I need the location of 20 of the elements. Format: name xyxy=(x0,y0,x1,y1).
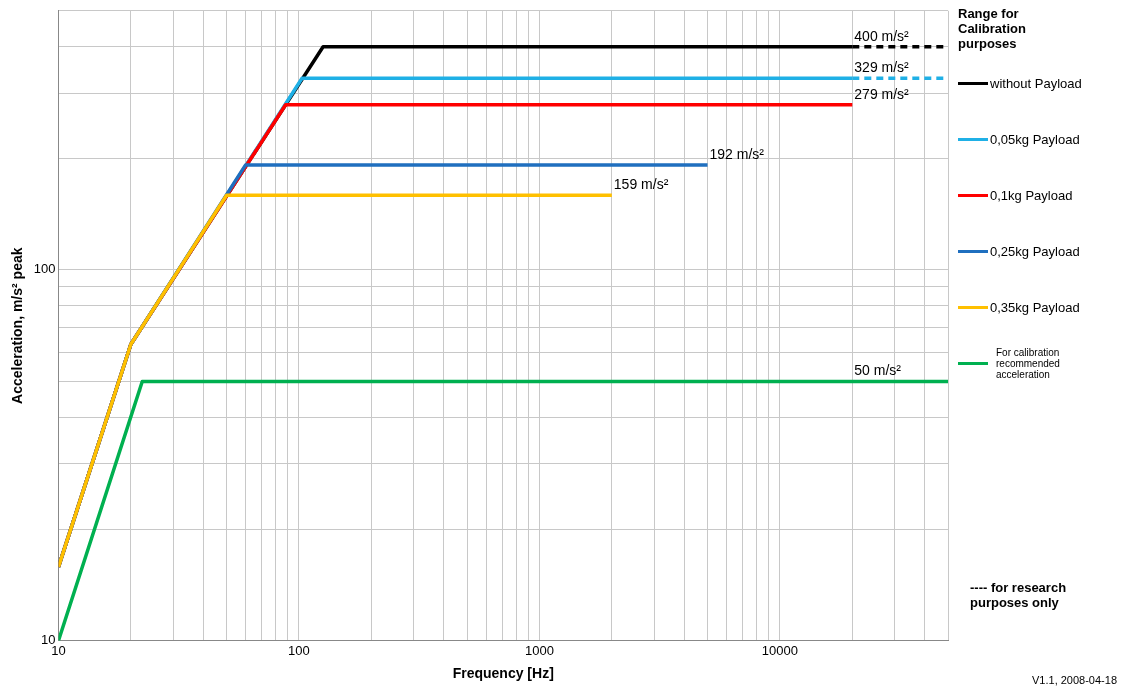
text: ---- for research purposes only xyxy=(970,580,1068,610)
x-tick-label: 100 xyxy=(288,642,310,658)
annotation: 400 m/s² xyxy=(854,27,910,44)
legend-title: Range for Calibration purposes xyxy=(958,6,1027,51)
x-tick-label: 1000 xyxy=(524,642,554,658)
y-axis-title: Acceleration, m/s² peak xyxy=(9,247,26,404)
legend-label: For calibration recommended acceleration xyxy=(996,346,1061,380)
legend-label: 0,25kg Payload xyxy=(990,243,1080,259)
text: V1.1, 2008-04-18 xyxy=(1032,674,1118,686)
legend-label: 0,05kg Payload xyxy=(990,131,1080,147)
annotation: 279 m/s² xyxy=(854,85,910,102)
annotation: 159 m/s² xyxy=(613,176,669,193)
legend-label: 0,35kg Payload xyxy=(990,299,1080,315)
annotation: 50 m/s² xyxy=(854,362,902,379)
x-axis-title: Frequency [Hz] xyxy=(452,665,554,682)
legend-label: without Payload xyxy=(990,75,1082,91)
annotation: 192 m/s² xyxy=(709,145,765,162)
x-tick-label: 10000 xyxy=(761,642,798,658)
legend-label: 0,1kg Payload xyxy=(990,187,1073,203)
annotation: 329 m/s² xyxy=(854,59,910,76)
